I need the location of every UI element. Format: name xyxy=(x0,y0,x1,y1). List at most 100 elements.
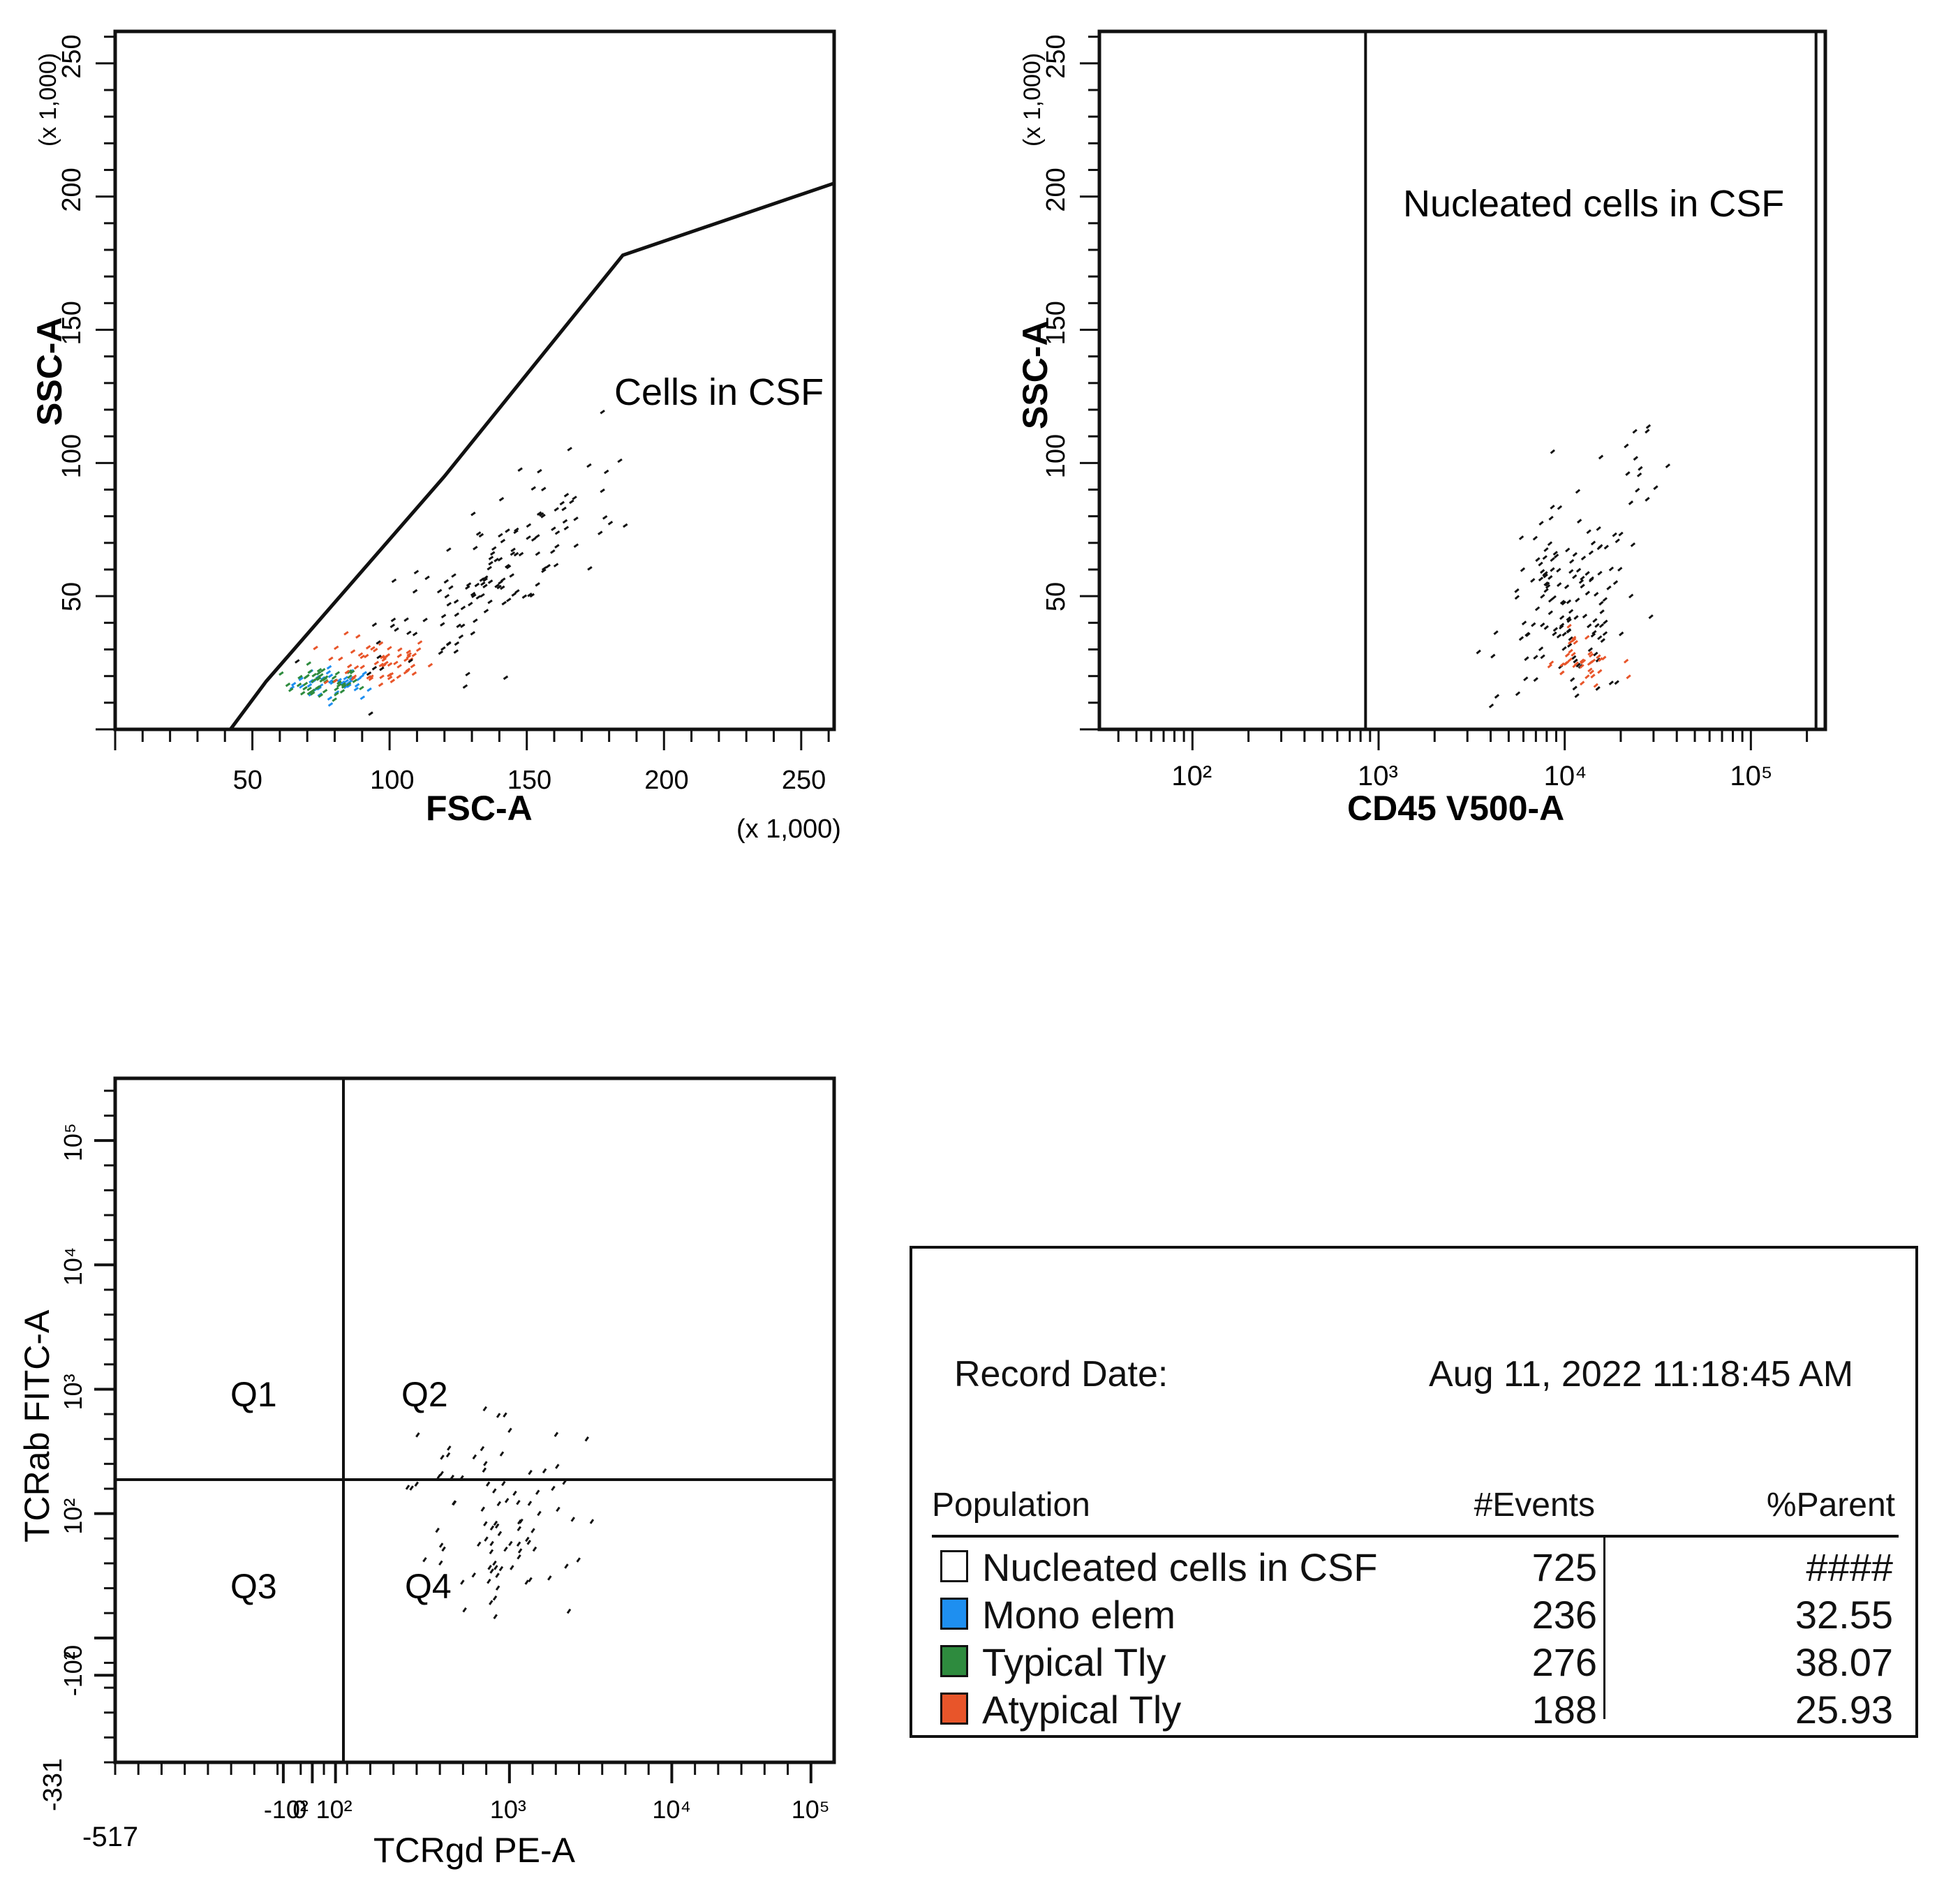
event-point xyxy=(1559,662,1565,667)
event-point xyxy=(1580,583,1585,589)
event-point xyxy=(325,670,332,675)
y-min-label: -331 xyxy=(38,1758,68,1811)
event-point xyxy=(561,506,567,512)
event-point xyxy=(470,591,476,597)
event-point xyxy=(1623,658,1629,664)
event-point xyxy=(299,684,304,689)
event-point xyxy=(519,1518,524,1524)
event-point xyxy=(1568,609,1574,614)
event-count: 725 xyxy=(1531,1545,1597,1589)
event-point xyxy=(551,526,556,531)
event-point xyxy=(473,546,478,551)
event-point xyxy=(1561,632,1567,637)
event-point xyxy=(507,1427,512,1434)
event-point xyxy=(498,497,505,502)
event-point xyxy=(1632,429,1638,434)
event-point xyxy=(1532,535,1538,541)
event-point xyxy=(1575,567,1582,573)
event-point xyxy=(378,662,384,668)
event-point xyxy=(371,666,378,671)
event-point xyxy=(1566,616,1571,621)
event-point xyxy=(1570,677,1575,683)
event-point xyxy=(494,1523,500,1529)
event-point xyxy=(388,672,394,677)
event-point xyxy=(298,676,304,681)
x-tick-label: 100 xyxy=(370,766,414,795)
x-axis-label: FSC-A xyxy=(426,789,533,828)
event-point xyxy=(334,692,339,697)
event-point xyxy=(490,551,496,556)
event-point xyxy=(387,646,392,650)
event-point xyxy=(528,1469,533,1475)
x-tick-label: 10² xyxy=(1171,761,1212,791)
event-point xyxy=(451,573,457,578)
event-point xyxy=(1542,555,1548,560)
event-point xyxy=(334,645,339,650)
event-point xyxy=(572,496,577,500)
x-tick-label: 10⁴ xyxy=(652,1795,691,1824)
event-point xyxy=(1579,658,1585,664)
event-point xyxy=(326,664,332,670)
event-point xyxy=(350,676,356,681)
event-point xyxy=(564,1563,569,1569)
color-swatch xyxy=(940,1550,968,1582)
event-point xyxy=(1602,597,1608,602)
event-point xyxy=(474,582,480,588)
quadrant-label-q1: Q1 xyxy=(230,1375,277,1414)
event-point xyxy=(396,653,403,658)
event-point xyxy=(1596,545,1602,551)
event-point xyxy=(1573,658,1578,664)
event-point xyxy=(1551,595,1557,600)
event-point xyxy=(510,551,516,556)
event-point xyxy=(526,1540,531,1545)
event-point xyxy=(1518,636,1524,641)
quadrant-label-q3: Q3 xyxy=(230,1567,277,1606)
event-point xyxy=(1645,496,1650,502)
event-point xyxy=(488,556,494,560)
x-tick-label: 10⁴ xyxy=(1544,761,1587,791)
event-point xyxy=(1534,606,1541,611)
event-point xyxy=(513,529,519,535)
event-point xyxy=(483,1461,488,1466)
event-point xyxy=(505,528,510,533)
event-point xyxy=(396,664,402,669)
event-point xyxy=(510,547,516,553)
event-point xyxy=(540,514,546,519)
event-point xyxy=(1540,654,1545,660)
x-tick-label: -10² xyxy=(264,1795,309,1824)
event-point xyxy=(1566,599,1572,604)
event-point xyxy=(306,686,312,692)
event-point xyxy=(279,671,284,676)
event-point xyxy=(436,1473,442,1480)
x-tick-label: 10² xyxy=(316,1795,352,1824)
event-point xyxy=(1550,449,1555,454)
event-point xyxy=(1525,632,1531,637)
event-point xyxy=(369,674,374,679)
event-point xyxy=(554,544,560,549)
event-point xyxy=(393,660,399,666)
event-point xyxy=(1587,650,1593,656)
event-point xyxy=(1543,571,1548,577)
event-point xyxy=(541,566,547,571)
parent-percent: 38.07 xyxy=(1795,1640,1893,1684)
event-point xyxy=(1608,566,1615,572)
event-point xyxy=(403,617,409,622)
event-point xyxy=(328,679,334,684)
event-point xyxy=(1580,575,1585,581)
y-scale-label: (x 1,000) xyxy=(1019,53,1046,147)
event-point xyxy=(1579,664,1585,669)
event-point xyxy=(482,583,488,588)
event-point xyxy=(497,1531,503,1537)
event-point xyxy=(460,1579,465,1585)
event-point xyxy=(1598,657,1603,662)
event-point xyxy=(336,683,342,688)
y-tick-label: 100 xyxy=(57,434,87,478)
event-point xyxy=(441,1546,446,1552)
event-point xyxy=(415,647,422,653)
event-point xyxy=(623,523,628,528)
event-point xyxy=(1599,609,1605,614)
event-point xyxy=(347,669,352,674)
event-point xyxy=(450,1474,454,1480)
event-point xyxy=(1595,686,1601,691)
event-point xyxy=(1628,593,1634,599)
